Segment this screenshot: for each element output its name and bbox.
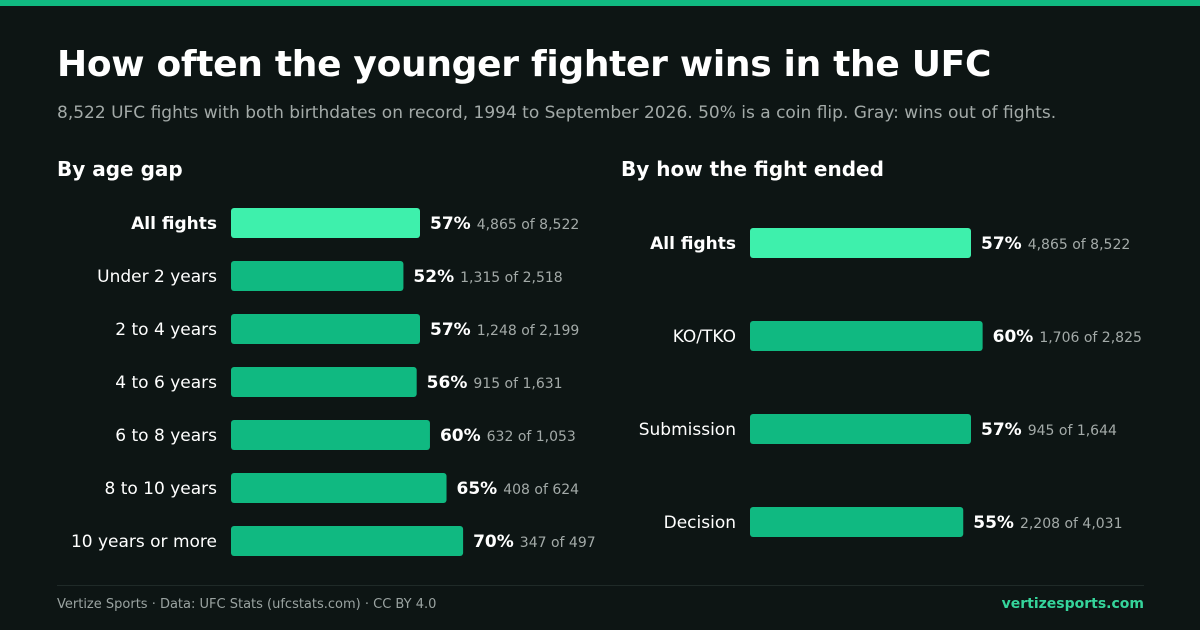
data-label-fight-ending-submission: 57% 945 of 1,644 xyxy=(981,420,1117,440)
data-label-age-gap-2-to-4-years: 57% 1,248 of 2,199 xyxy=(430,320,579,340)
panel-title-fight-ending: By how the fight ended xyxy=(621,157,884,181)
bar-fight-ending-all-fights xyxy=(750,228,971,258)
data-label-age-gap-10-years-or-more: 70% 347 of 497 xyxy=(473,532,596,552)
footer-site-link[interactable]: vertizesports.com xyxy=(1001,596,1144,612)
bar-age-gap-8-to-10-years xyxy=(231,473,447,503)
bar-age-gap-4-to-6-years xyxy=(231,367,417,397)
bar-age-gap-2-to-4-years xyxy=(231,314,420,344)
category-label-age-gap-all-fights: All fights xyxy=(131,214,217,234)
footer-credit: Vertize Sports · Data: UFC Stats (ufcsta… xyxy=(57,597,437,612)
category-label-age-gap-6-to-8-years: 6 to 8 years xyxy=(115,426,217,446)
chart-subtitle: 8,522 UFC fights with both birthdates on… xyxy=(57,103,1057,123)
chart-title: How often the younger fighter wins in th… xyxy=(57,44,992,85)
panel-title-age-gap: By age gap xyxy=(57,157,183,181)
data-label-fight-ending-all-fights: 57% 4,865 of 8,522 xyxy=(981,234,1130,254)
bar-age-gap-all-fights xyxy=(231,208,420,238)
category-label-age-gap-4-to-6-years: 4 to 6 years xyxy=(115,373,217,393)
data-label-fight-ending-decision: 55% 2,208 of 4,031 xyxy=(973,513,1122,533)
category-label-age-gap-2-to-4-years: 2 to 4 years xyxy=(115,320,217,340)
bar-age-gap-6-to-8-years xyxy=(231,420,430,450)
bar-age-gap-under-2-years xyxy=(231,261,404,291)
footer-divider xyxy=(57,585,1144,586)
data-label-age-gap-4-to-6-years: 56% 915 of 1,631 xyxy=(427,373,563,393)
category-label-fight-ending-decision: Decision xyxy=(664,513,736,533)
data-label-age-gap-8-to-10-years: 65% 408 of 624 xyxy=(457,479,580,499)
data-label-age-gap-all-fights: 57% 4,865 of 8,522 xyxy=(430,214,579,234)
accent-top-bar xyxy=(0,0,1200,6)
bar-age-gap-10-years-or-more xyxy=(231,526,464,556)
category-label-age-gap-8-to-10-years: 8 to 10 years xyxy=(104,479,217,499)
category-label-age-gap-10-years-or-more: 10 years or more xyxy=(71,532,217,552)
category-label-fight-ending-ko-tko: KO/TKO xyxy=(673,327,736,347)
data-label-fight-ending-ko-tko: 60% 1,706 of 2,825 xyxy=(993,327,1142,347)
category-label-fight-ending-all-fights: All fights xyxy=(650,234,736,254)
bar-fight-ending-submission xyxy=(750,414,971,444)
category-label-fight-ending-submission: Submission xyxy=(639,420,736,440)
bar-fight-ending-decision xyxy=(750,507,964,537)
bar-fight-ending-ko-tko xyxy=(750,321,983,351)
data-label-age-gap-6-to-8-years: 60% 632 of 1,053 xyxy=(440,426,576,446)
category-label-age-gap-under-2-years: Under 2 years xyxy=(97,267,217,287)
data-label-age-gap-under-2-years: 52% 1,315 of 2,518 xyxy=(413,267,562,287)
